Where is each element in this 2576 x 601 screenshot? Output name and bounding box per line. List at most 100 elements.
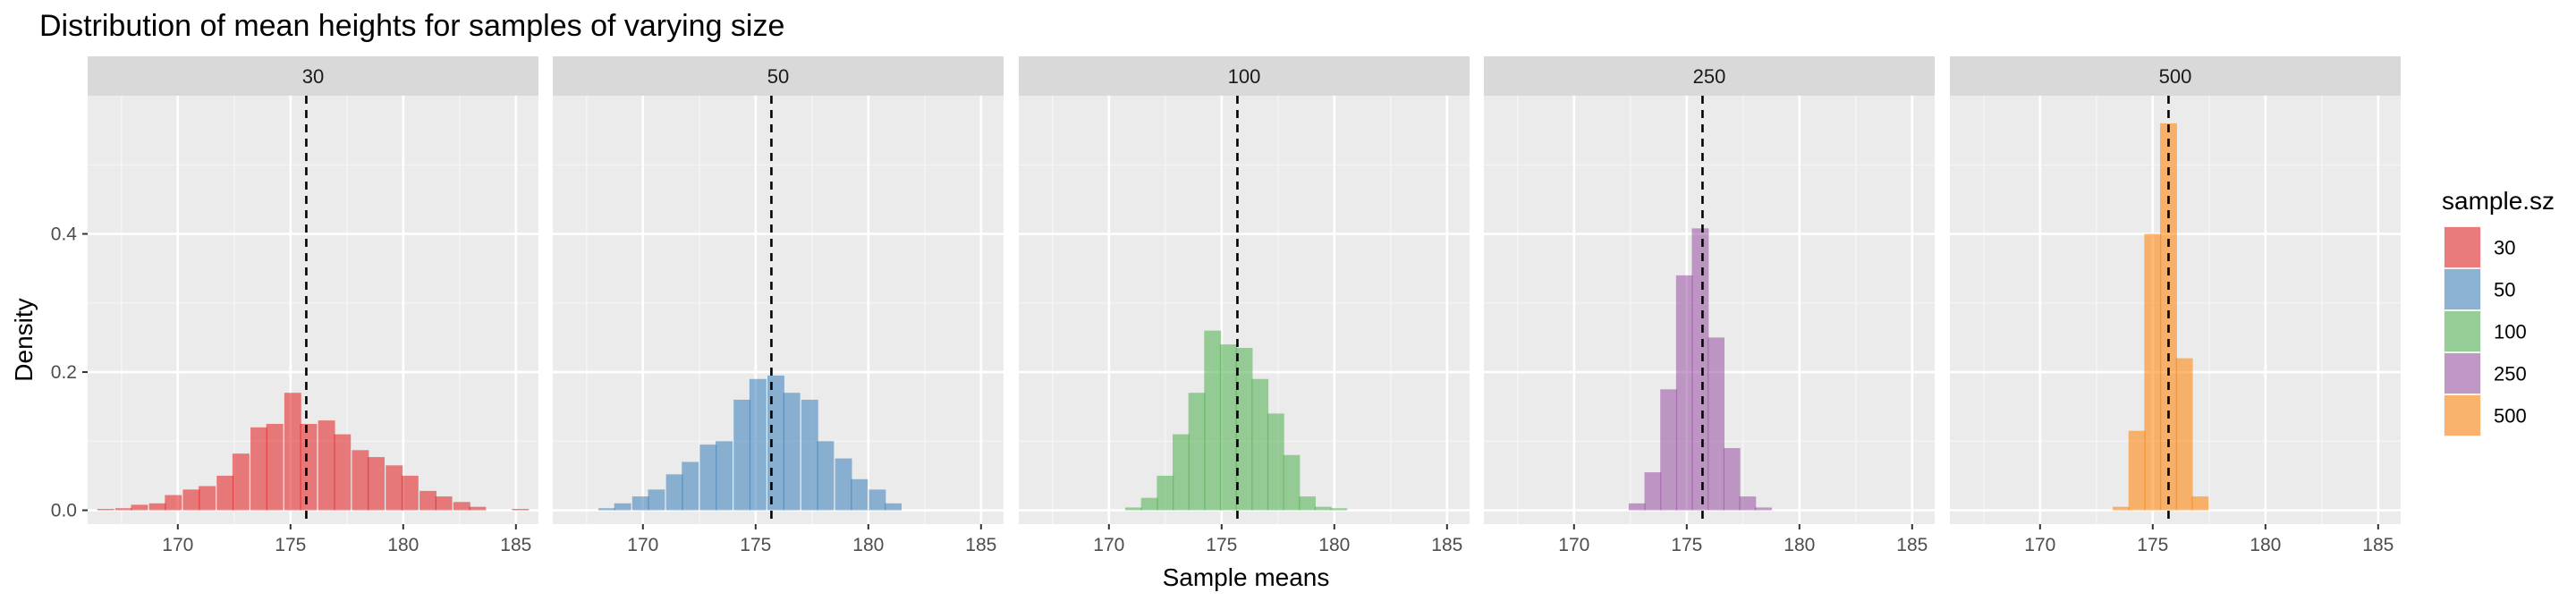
facet-strip (1019, 56, 1470, 96)
y-axis-title: Density (10, 298, 38, 381)
x-tick-label: 170 (1093, 535, 1124, 555)
histogram-bar (2113, 506, 2130, 511)
histogram-bar (1723, 448, 1741, 511)
histogram-bar (1739, 496, 1757, 511)
facet-strip-label: 250 (1693, 65, 1726, 88)
facet-strip (88, 56, 538, 96)
histogram-bar (216, 475, 234, 511)
x-tick-label: 180 (1784, 535, 1815, 555)
facet-panel-50: 50 170 175 180 185 (553, 56, 1004, 555)
histogram-bar (817, 441, 835, 511)
histogram-bar (598, 508, 615, 511)
legend-key (2445, 311, 2480, 351)
histogram-bar (614, 503, 631, 511)
x-tick-label: 185 (965, 535, 996, 555)
histogram-bar (250, 427, 267, 511)
histogram-bar (1628, 503, 1646, 511)
histogram-bar (1755, 507, 1772, 511)
histogram-bar (1330, 508, 1348, 511)
x-tick-label: 180 (387, 535, 419, 555)
facet-panel-500: 500 170 175 180 185 (1950, 56, 2401, 555)
histogram-bar (232, 453, 250, 511)
legend-key (2445, 395, 2480, 436)
histogram-bar (2175, 358, 2193, 511)
x-tick-label: 175 (1671, 535, 1702, 555)
y-axis: 0.0 0.2 0.4 (51, 224, 88, 521)
x-axis-title: Sample means (1163, 563, 1330, 591)
x-tick-label: 170 (162, 535, 193, 555)
histogram-bar (97, 509, 114, 511)
histogram-bar (300, 423, 318, 511)
histogram-bar (783, 393, 801, 511)
histogram-bar (453, 502, 470, 511)
histogram-bar (1251, 378, 1269, 511)
x-tick-label: 175 (740, 535, 771, 555)
x-tick-label: 175 (275, 535, 306, 555)
x-tick-label: 185 (1896, 535, 1928, 555)
x-tick-label: 185 (2362, 535, 2394, 555)
histogram-bar (1140, 497, 1158, 511)
histogram-bar (1235, 347, 1253, 511)
histogram-bar (869, 489, 886, 511)
histogram-bar (1219, 344, 1237, 511)
histogram-bar (1660, 389, 1678, 511)
histogram-bar (1691, 228, 1709, 511)
histogram-bar (631, 496, 649, 511)
histogram-bar (851, 478, 869, 511)
histogram-bar (199, 486, 216, 511)
histogram-bar (165, 495, 182, 511)
histogram-bar (469, 506, 487, 511)
legend-key (2445, 269, 2480, 309)
histogram-bar (284, 393, 301, 511)
histogram-bar (352, 450, 369, 511)
histogram-bar (1267, 413, 1284, 511)
histogram-bar (386, 465, 403, 511)
y-tick-label: 0.4 (51, 224, 78, 245)
histogram-bar (885, 503, 902, 511)
histogram-bar (182, 489, 200, 511)
x-tick-label: 175 (1206, 535, 1237, 555)
histogram-bar (2144, 233, 2162, 511)
histogram-bar (512, 509, 530, 511)
legend: sample.sz 30 50 100 250 500 (2442, 187, 2555, 436)
x-tick-label: 185 (500, 535, 531, 555)
histogram-bar (682, 461, 699, 511)
histogram-bar (767, 375, 784, 511)
x-tick-label: 175 (2137, 535, 2168, 555)
facet-panel-100: 100 170 175 180 185 (1019, 56, 1470, 555)
histogram-bar (368, 457, 386, 511)
legend-label: 500 (2494, 405, 2527, 427)
histogram-bar (1157, 475, 1174, 511)
histogram-bar (648, 489, 665, 511)
histogram-bar (1314, 506, 1332, 511)
histogram-bar (435, 496, 453, 511)
legend-label: 100 (2494, 321, 2527, 343)
histogram-bar (801, 399, 818, 511)
facet-strip-label: 100 (1228, 65, 1261, 88)
histogram-bar (733, 399, 751, 511)
facet-strip-label: 50 (767, 65, 789, 88)
x-tick-label: 170 (1558, 535, 1589, 555)
x-tick-label: 170 (627, 535, 658, 555)
histogram-bar (419, 490, 436, 511)
histogram-bar (1644, 472, 1662, 511)
legend-label: 30 (2494, 237, 2515, 259)
histogram-bar (114, 508, 132, 511)
facet-panel-30: 30 170 175 180 185 (88, 56, 538, 555)
y-tick-label: 0.0 (51, 501, 77, 521)
histogram-bar (401, 475, 419, 511)
histogram-bar (318, 420, 335, 511)
facet-strip-label: 30 (302, 65, 324, 88)
chart-title: Distribution of mean heights for samples… (39, 9, 784, 43)
x-tick-label: 180 (852, 535, 884, 555)
x-tick-label: 170 (2024, 535, 2055, 555)
facet-strip (1484, 56, 1935, 96)
y-tick-label: 0.2 (51, 362, 77, 383)
legend-label: 250 (2494, 363, 2527, 385)
histogram-bar (334, 434, 352, 511)
histogram-bar (131, 504, 148, 511)
histogram-bar (699, 444, 717, 511)
histogram-bar (665, 474, 683, 511)
histogram-bar (835, 458, 852, 511)
facet-panels: 30 170 175 180 185 50 170 175 180 185 100 170 175 180… (88, 56, 2401, 555)
